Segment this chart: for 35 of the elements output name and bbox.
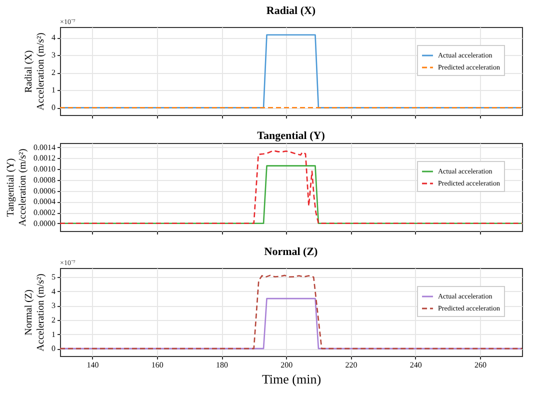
- y-tick-label: 3: [52, 50, 56, 60]
- x-tick-label: 140: [86, 360, 99, 370]
- y-tick-label: 4: [52, 33, 56, 42]
- x-tick-label: 240: [410, 360, 422, 370]
- line-series: [60, 274, 522, 350]
- y-tick-label: 4: [52, 286, 56, 296]
- y-tick-label: 1: [52, 86, 56, 95]
- x-tick-label: 260: [474, 360, 486, 370]
- y-tick-label: 0.0004: [34, 197, 56, 206]
- y-tick-label: 3: [52, 301, 56, 310]
- x-tick-label: 200: [280, 360, 293, 370]
- line-series: [60, 150, 522, 224]
- y-tick-label: 0: [52, 103, 56, 112]
- y-axis-title: Normal (Z) Acceleration (m/s²): [24, 274, 46, 352]
- y-tick-label: 0.0014: [34, 142, 56, 152]
- x-tick-label: 220: [345, 360, 358, 370]
- y-tick-label: 2: [52, 316, 56, 324]
- y-tick-label: 0.0012: [34, 154, 56, 163]
- y-axis-title: Radial (X) Acceleration (m/s²): [24, 32, 46, 110]
- y-tick-label: 0.0000: [34, 218, 56, 228]
- y-tick-label: 5: [52, 272, 56, 282]
- y-tick-label: 0.0008: [34, 175, 56, 184]
- chart-title: Radial (X): [266, 5, 316, 17]
- y-tick-label: 0.0002: [34, 208, 56, 218]
- y-tick-label: 1: [52, 330, 56, 339]
- y-tick-label: 0: [52, 344, 56, 354]
- y-axis-title: Tangential (Y) Acceleration (m/s²): [6, 148, 28, 226]
- x-tick-label: 160: [151, 360, 164, 370]
- chart-title: Tangential (Y): [257, 130, 326, 142]
- y-tick-label: 0.0006: [34, 186, 56, 196]
- chart-title: Normal (Z): [264, 246, 318, 258]
- y-tick-label: 2: [52, 68, 56, 78]
- y-tick-label: 0.0010: [34, 164, 56, 174]
- x-axis-title: Time (min): [262, 372, 322, 386]
- x-tick-label: 180: [216, 360, 228, 370]
